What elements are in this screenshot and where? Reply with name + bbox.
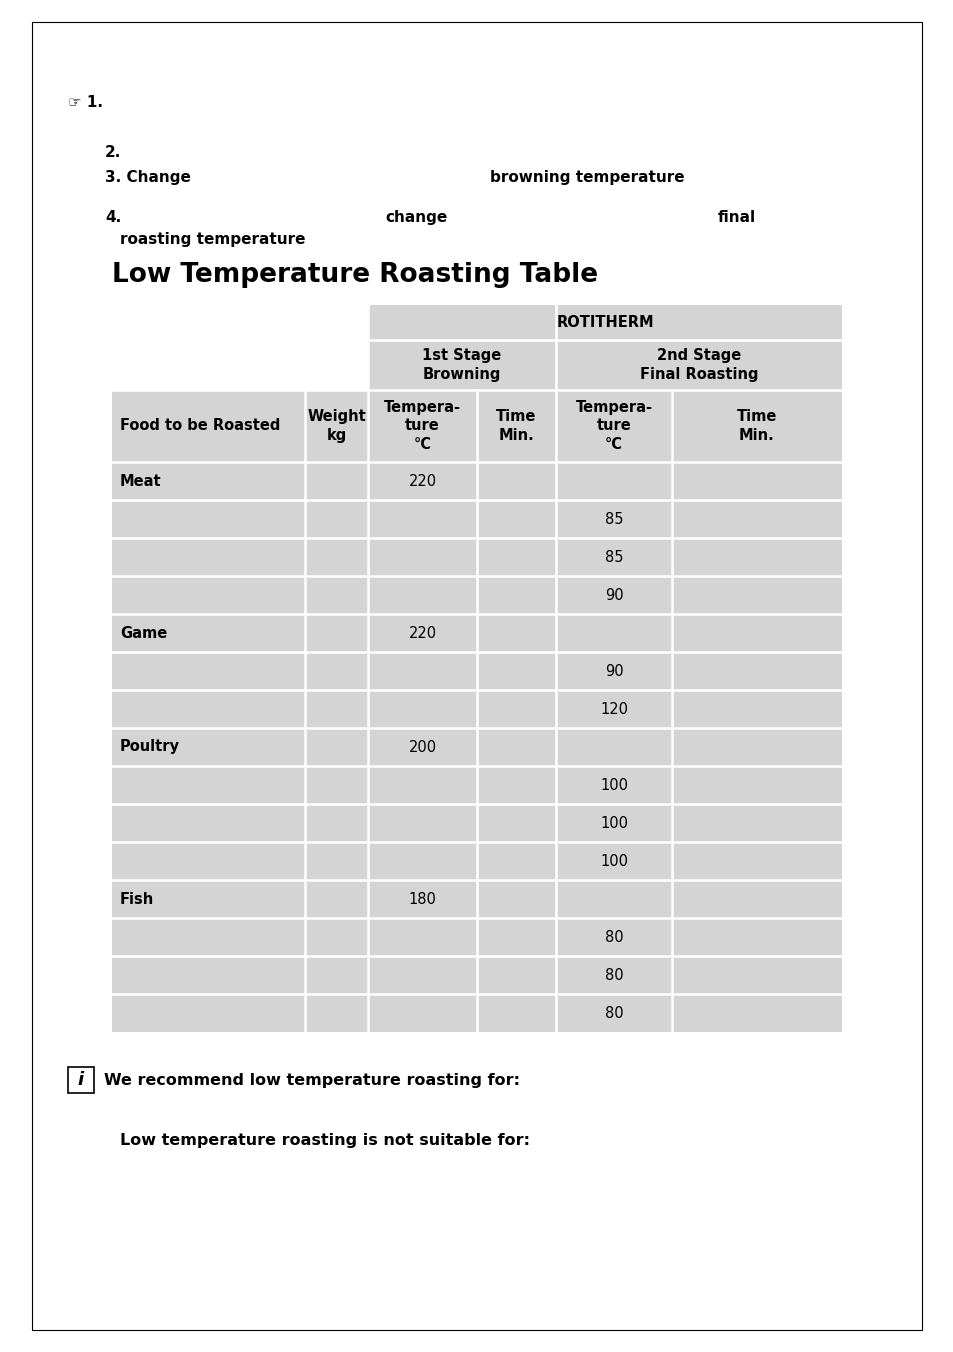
Text: 85: 85 — [604, 549, 622, 565]
Text: 90: 90 — [604, 664, 622, 679]
Bar — [112, 339, 368, 389]
Text: 90: 90 — [604, 588, 622, 603]
Text: 100: 100 — [599, 777, 627, 792]
Text: 220: 220 — [408, 473, 436, 488]
Text: roasting temperature: roasting temperature — [120, 233, 305, 247]
Text: 80: 80 — [604, 930, 622, 945]
Text: Time
Min.: Time Min. — [736, 410, 777, 443]
Text: 100: 100 — [599, 853, 627, 868]
Text: 100: 100 — [599, 815, 627, 830]
Text: Meat: Meat — [120, 473, 161, 488]
Text: browning temperature: browning temperature — [490, 170, 684, 185]
FancyBboxPatch shape — [68, 1067, 94, 1092]
Text: Low Temperature Roasting Table: Low Temperature Roasting Table — [112, 262, 598, 288]
Bar — [112, 306, 368, 339]
Text: 3. Change: 3. Change — [105, 170, 191, 185]
Text: 2.: 2. — [105, 145, 121, 160]
Text: 4.: 4. — [105, 210, 121, 224]
Text: 85: 85 — [604, 511, 622, 526]
Text: 80: 80 — [604, 1006, 622, 1021]
Text: Low temperature roasting is not suitable for:: Low temperature roasting is not suitable… — [120, 1133, 530, 1148]
Text: 200: 200 — [408, 740, 436, 754]
Text: Food to be Roasted: Food to be Roasted — [120, 419, 280, 434]
Text: 1st Stage
Browning: 1st Stage Browning — [422, 349, 501, 381]
Text: Fish: Fish — [120, 891, 154, 906]
Text: Poultry: Poultry — [120, 740, 180, 754]
Text: 180: 180 — [408, 891, 436, 906]
Bar — [112, 306, 841, 1032]
Text: Time
Min.: Time Min. — [496, 410, 537, 443]
Text: i: i — [78, 1071, 84, 1088]
Text: 80: 80 — [604, 968, 622, 983]
Text: Tempera-
ture
°C: Tempera- ture °C — [575, 400, 652, 452]
Text: We recommend low temperature roasting for:: We recommend low temperature roasting fo… — [104, 1072, 519, 1087]
Text: ☞ 1.: ☞ 1. — [68, 95, 103, 110]
Text: Weight
kg: Weight kg — [307, 410, 366, 443]
Text: 220: 220 — [408, 626, 436, 641]
Text: Game: Game — [120, 626, 167, 641]
Text: change: change — [385, 210, 447, 224]
Text: 120: 120 — [599, 702, 627, 717]
Text: final: final — [718, 210, 756, 224]
Text: 2nd Stage
Final Roasting: 2nd Stage Final Roasting — [639, 349, 758, 381]
Text: Tempera-
ture
°C: Tempera- ture °C — [384, 400, 460, 452]
Text: ROTITHERM: ROTITHERM — [556, 315, 653, 330]
